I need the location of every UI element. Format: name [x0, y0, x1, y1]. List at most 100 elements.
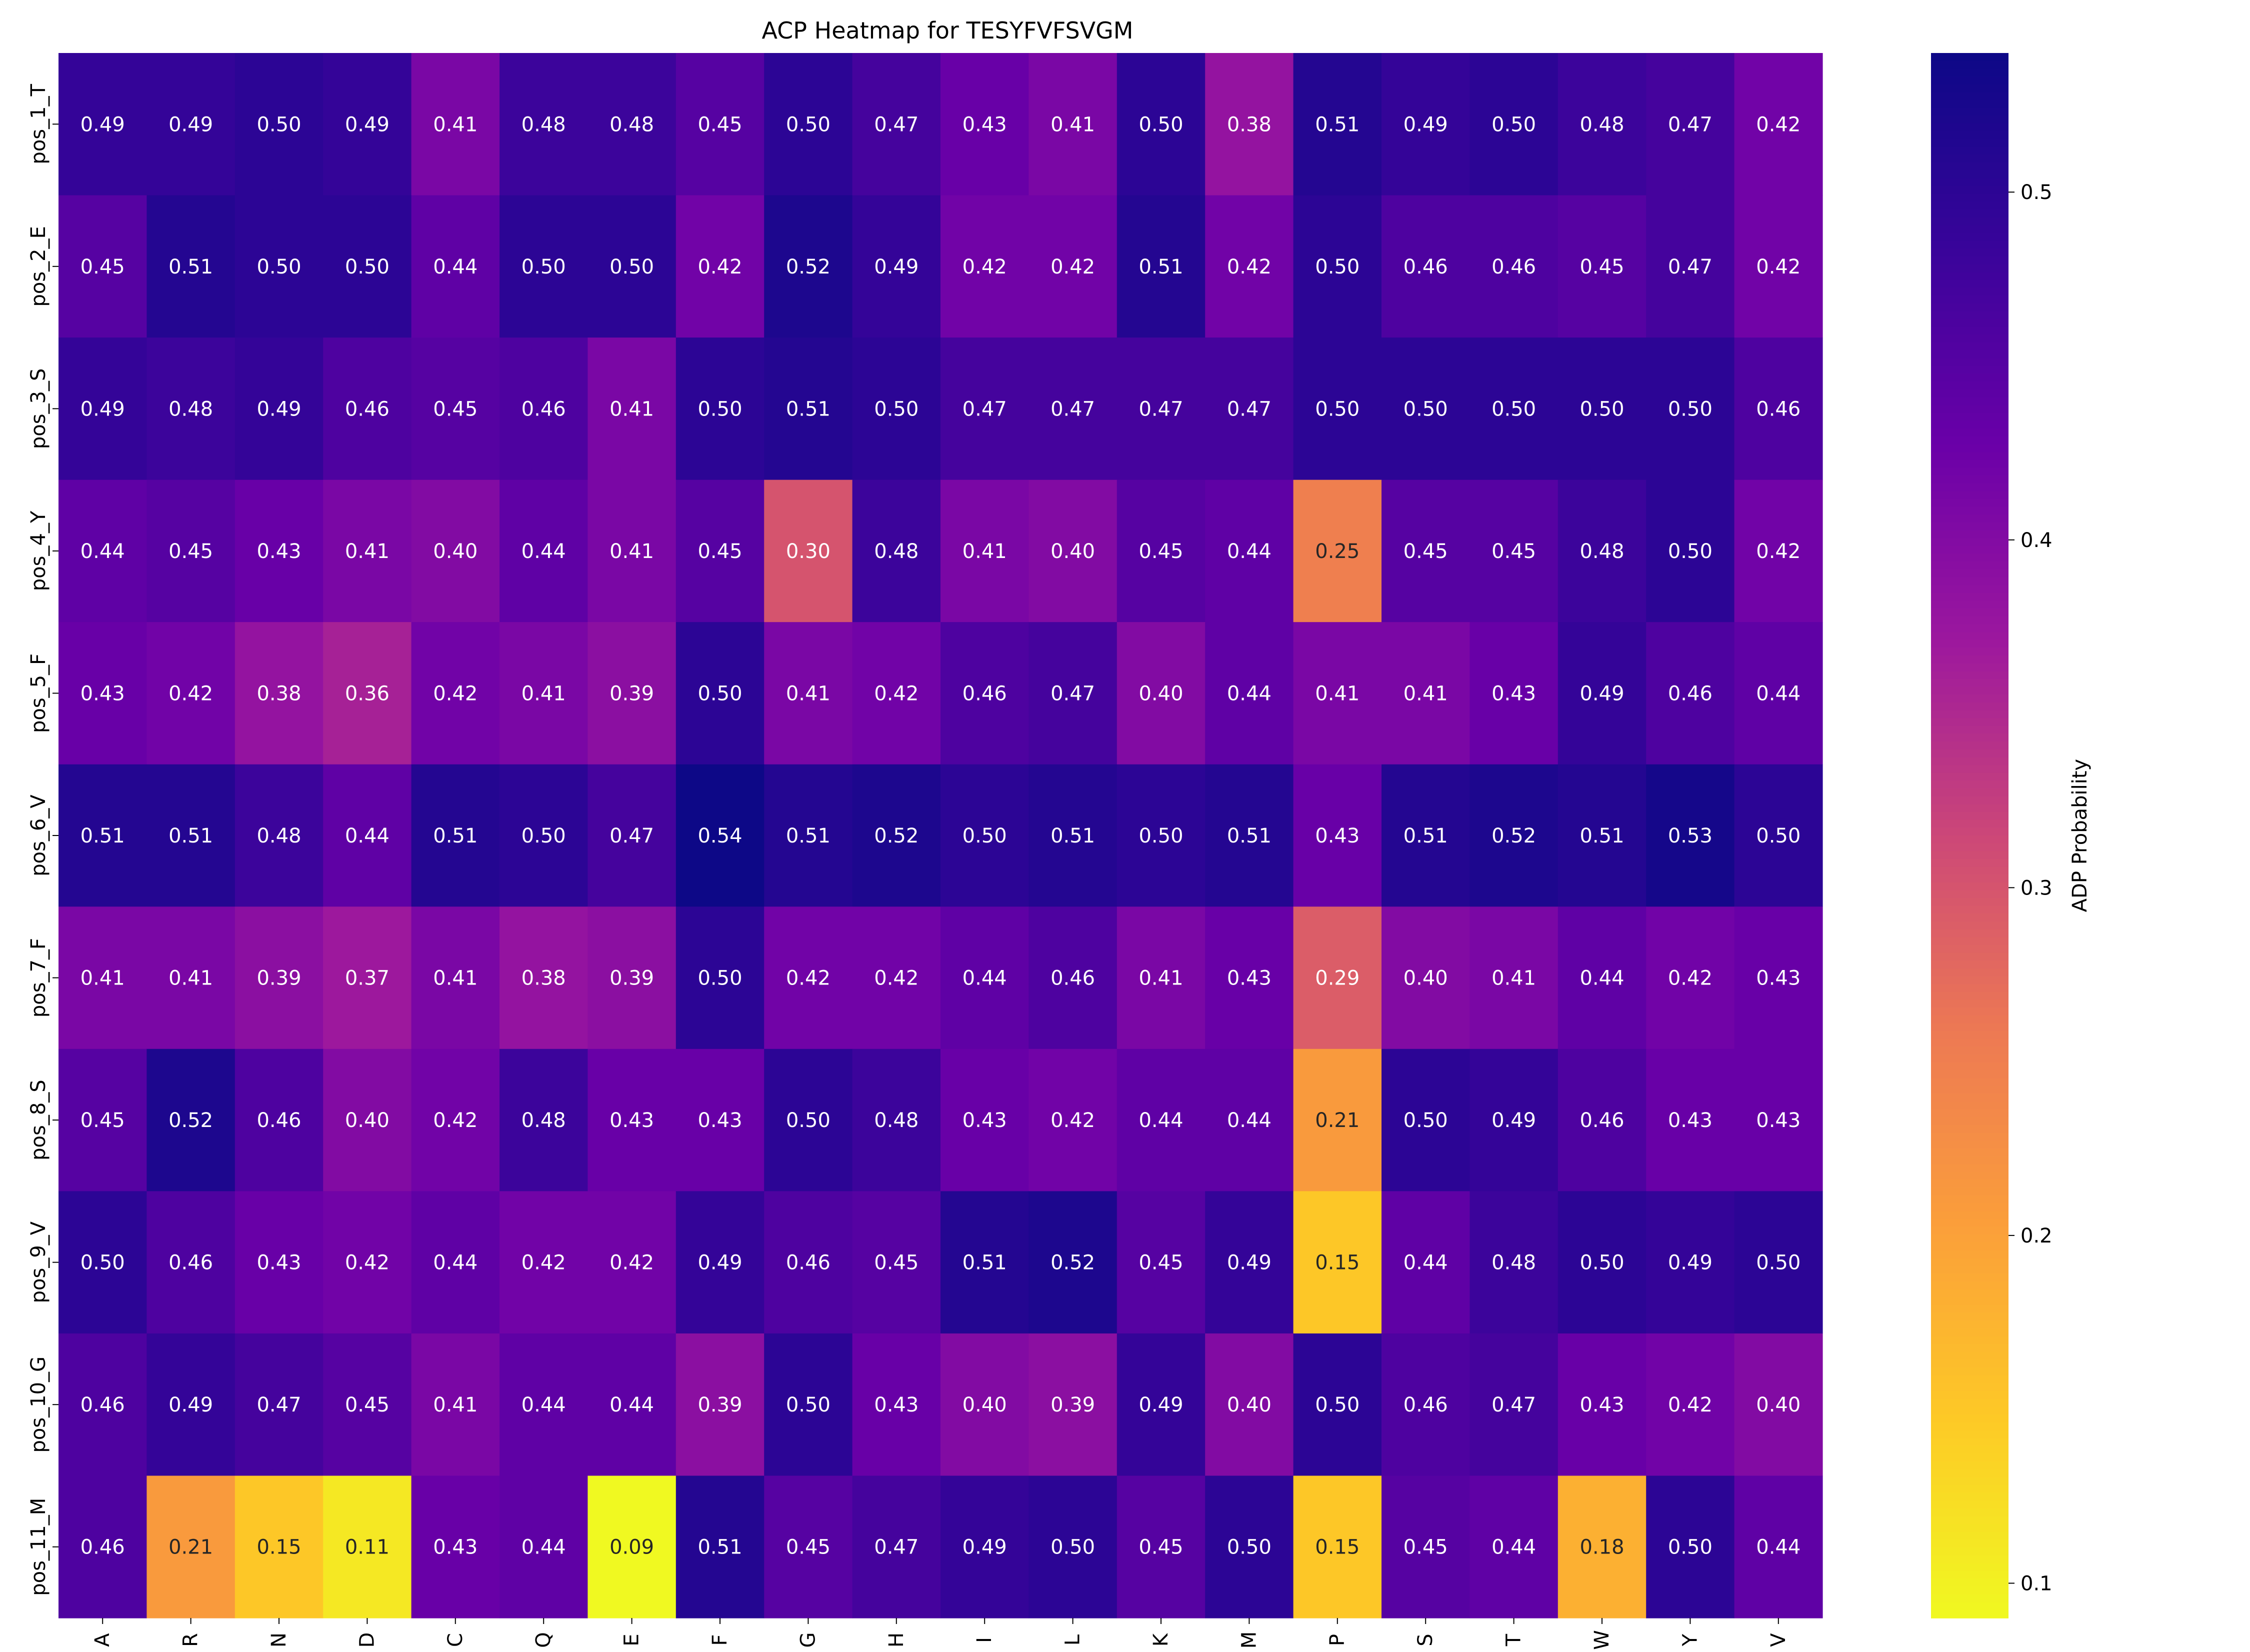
colorbar-segment	[1931, 922, 2008, 930]
colorbar-tick-label: 0.1	[2020, 1572, 2052, 1595]
heatmap-cell	[146, 1191, 236, 1334]
cell-value-label: 0.49	[345, 113, 390, 136]
colorbar-segment	[1931, 788, 2008, 797]
cell-value-label: 0.51	[168, 824, 213, 848]
colorbar-segment	[1931, 436, 2008, 445]
colorbar-segment	[1931, 1563, 2008, 1572]
cell-value-label: 0.49	[80, 113, 125, 136]
heatmap-cell	[411, 1048, 500, 1192]
colorbar-segment	[1931, 757, 2008, 766]
colorbar-segment	[1931, 1500, 2008, 1509]
heatmap-cell	[58, 1191, 147, 1334]
cell-value-label: 0.42	[522, 1252, 566, 1274]
cell-value-label: 0.46	[1404, 1394, 1448, 1416]
cell-value-label: 0.21	[168, 1536, 213, 1559]
cell-value-label: 0.39	[698, 1394, 742, 1416]
heatmap-cell	[58, 1476, 147, 1618]
heatmap-cell	[764, 1048, 853, 1192]
colorbar-segment	[1931, 1086, 2008, 1094]
cell-value-label: 0.44	[1756, 682, 1800, 705]
colorbar-segment	[1931, 68, 2008, 77]
heatmap-cell	[234, 764, 324, 907]
heatmap-cell	[764, 1333, 853, 1476]
colorbar-segment	[1931, 319, 2008, 328]
x-tick-label: G	[796, 1632, 820, 1648]
cell-value-label: 0.41	[786, 682, 830, 705]
heatmap-cell	[1205, 53, 1294, 196]
colorbar-segment	[1931, 428, 2008, 437]
heatmap-cell	[146, 622, 236, 765]
colorbar-segment	[1931, 882, 2008, 891]
colorbar-segment	[1931, 1132, 2008, 1142]
colorbar-segment	[1931, 232, 2008, 242]
colorbar-segment	[1931, 843, 2008, 852]
cell-value-label: 0.50	[1492, 398, 1536, 420]
cell-value-label: 0.30	[786, 540, 830, 563]
cell-value-label: 0.42	[433, 682, 478, 705]
heatmap-cell	[1646, 480, 1735, 622]
colorbar-segment	[1931, 702, 2008, 711]
heatmap-cell	[323, 1191, 412, 1334]
heatmap-cell	[764, 338, 853, 480]
cell-value-label: 0.43	[1580, 1394, 1624, 1416]
y-tick-label: pos_3_S	[27, 368, 50, 450]
heatmap-cell	[234, 1191, 324, 1334]
cell-value-label: 0.50	[610, 256, 654, 278]
heatmap-cell	[323, 622, 412, 765]
colorbar-segment	[1931, 311, 2008, 320]
cell-value-label: 0.50	[256, 256, 301, 278]
colorbar-segment	[1931, 342, 2008, 351]
heatmap-cell	[1382, 1048, 1470, 1192]
cell-value-label: 0.50	[80, 1252, 125, 1274]
colorbar-segment	[1931, 866, 2008, 876]
heatmap-cell	[1028, 480, 1118, 622]
cell-value-label: 0.48	[610, 113, 654, 136]
cell-value-label: 0.44	[80, 540, 125, 563]
colorbar-segment	[1931, 1038, 2008, 1048]
cell-value-label: 0.40	[345, 1109, 390, 1132]
x-tick-label: P	[1326, 1634, 1349, 1646]
colorbar-segment	[1931, 1610, 2008, 1618]
colorbar-segment	[1931, 1524, 2008, 1532]
heatmap-cell	[1028, 764, 1118, 907]
heatmap-cell	[411, 195, 500, 338]
colorbar-segment	[1931, 1070, 2008, 1078]
heatmap-cell	[1382, 1333, 1470, 1476]
colorbar-segment	[1931, 499, 2008, 508]
heatmap-cell	[58, 1333, 147, 1476]
cell-value-label: 0.36	[345, 682, 390, 705]
cell-value-label: 0.43	[962, 113, 1007, 136]
colorbar-segment	[1931, 303, 2008, 312]
cell-value-label: 0.41	[1492, 967, 1536, 990]
colorbar-segment	[1931, 350, 2008, 359]
cell-value-label: 0.43	[1668, 1109, 1712, 1132]
heatmap-cell	[852, 195, 941, 338]
heatmap-cell	[500, 1191, 588, 1334]
colorbar-segment	[1931, 1054, 2008, 1063]
colorbar-segment	[1931, 522, 2008, 531]
heatmap-cell	[323, 195, 412, 338]
heatmap-cell	[940, 906, 1029, 1050]
heatmap-cell	[1293, 338, 1382, 480]
heatmap-cell	[323, 53, 412, 196]
heatmap-cell	[1470, 764, 1558, 907]
heatmap-cell	[588, 764, 676, 907]
colorbar-segment	[1931, 1414, 2008, 1423]
cell-value-label: 0.42	[1756, 113, 1800, 136]
colorbar-segment	[1931, 1172, 2008, 1180]
cell-value-label: 0.50	[345, 256, 390, 278]
heatmap-cell	[1646, 195, 1735, 338]
colorbar-segment	[1931, 1046, 2008, 1055]
colorbar-segment	[1931, 937, 2008, 946]
colorbar-segment	[1931, 679, 2008, 688]
cell-value-label: 0.37	[345, 967, 390, 990]
chart-title: ACP Heatmap for TESYFVFSVGM	[762, 17, 1134, 44]
colorbar-segment	[1931, 1571, 2008, 1580]
heatmap-cell	[1646, 1333, 1735, 1476]
y-tick-label: pos_11_M	[27, 1498, 50, 1596]
cell-value-label: 0.47	[962, 398, 1007, 420]
colorbar-segment	[1931, 1352, 2008, 1360]
cell-value-label: 0.43	[874, 1394, 918, 1416]
colorbar-tick-label: 0.4	[2020, 529, 2052, 552]
colorbar-segment	[1931, 1109, 2008, 1118]
